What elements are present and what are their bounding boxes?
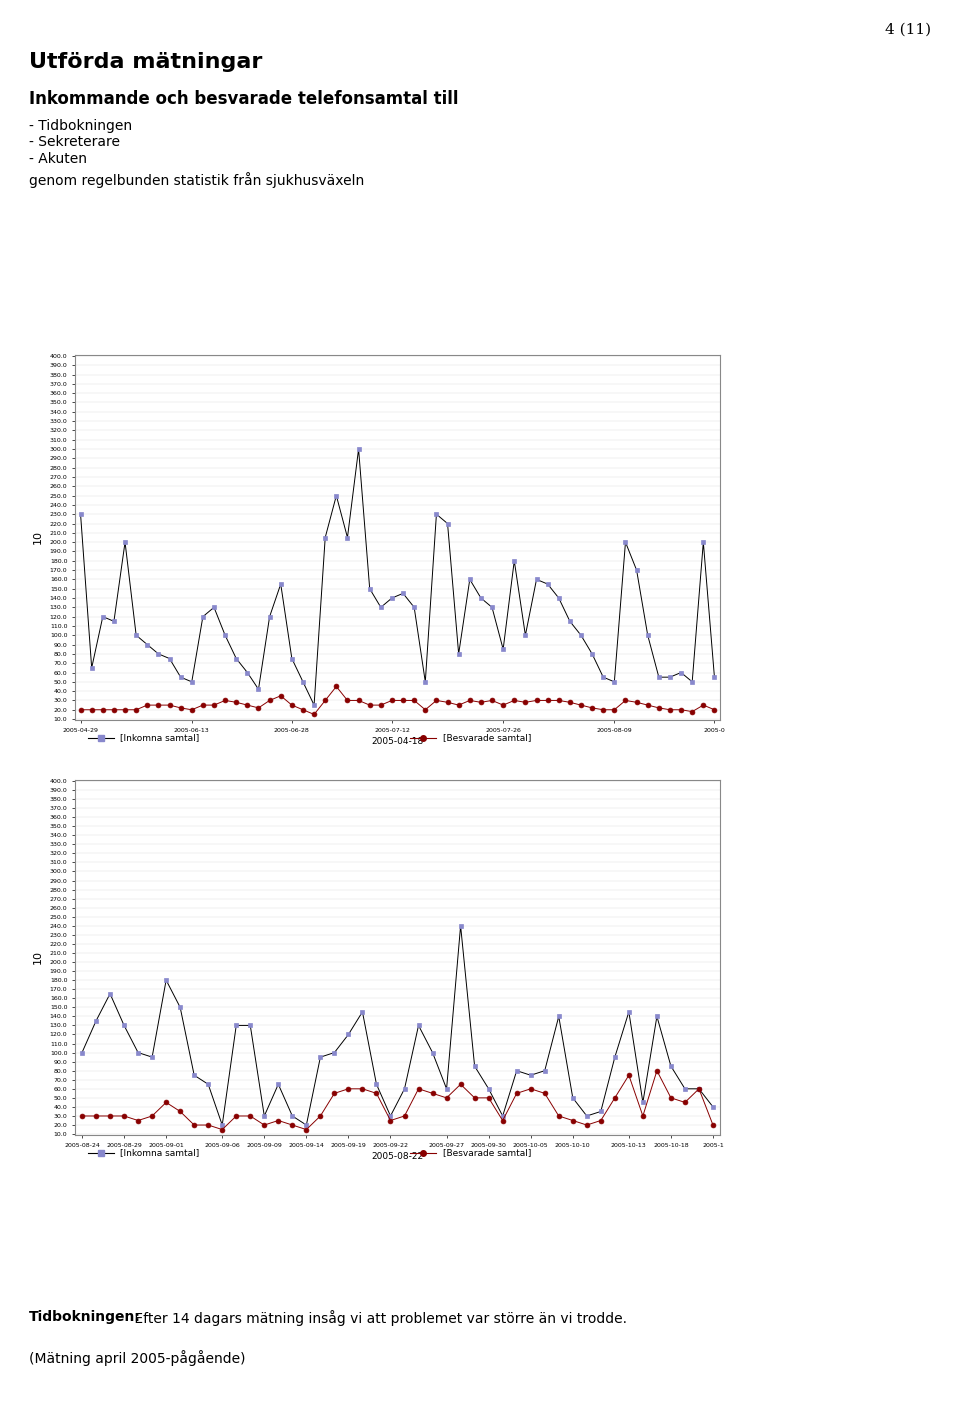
Text: Utförda mätningar: Utförda mätningar	[29, 52, 262, 72]
X-axis label: 2005-04-18: 2005-04-18	[372, 737, 423, 746]
Text: - Sekreterare: - Sekreterare	[29, 135, 120, 150]
Text: Efter 14 dagars mätning insåg vi att problemet var större än vi trodde.: Efter 14 dagars mätning insåg vi att pro…	[130, 1309, 627, 1326]
Text: - Akuten: - Akuten	[29, 152, 86, 166]
Text: Tidbokningen:: Tidbokningen:	[29, 1309, 141, 1324]
X-axis label: 2005-08-22: 2005-08-22	[372, 1151, 423, 1161]
Y-axis label: 10: 10	[33, 531, 42, 545]
Text: genom regelbunden statistik från sjukhusväxeln: genom regelbunden statistik från sjukhus…	[29, 172, 364, 188]
Text: (Mätning april 2005-pågående): (Mätning april 2005-pågående)	[29, 1350, 246, 1366]
Y-axis label: 10: 10	[33, 951, 42, 965]
Text: [Besvarade samtal]: [Besvarade samtal]	[443, 734, 531, 742]
Text: [Besvarade samtal]: [Besvarade samtal]	[443, 1149, 531, 1157]
Text: Inkommande och besvarade telefonsamtal till: Inkommande och besvarade telefonsamtal t…	[29, 90, 458, 109]
Text: [Inkomna samtal]: [Inkomna samtal]	[120, 734, 200, 742]
Text: 4 (11): 4 (11)	[885, 23, 931, 37]
Text: - Tidbokningen: - Tidbokningen	[29, 119, 132, 133]
Text: [Inkomna samtal]: [Inkomna samtal]	[120, 1149, 200, 1157]
